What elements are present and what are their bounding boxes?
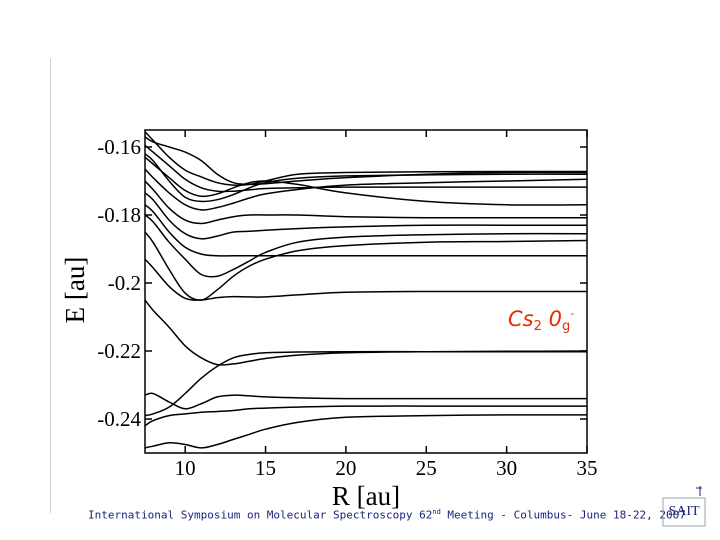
molecule-name: Cs (508, 307, 534, 331)
y-tick-label: -0.24 (97, 407, 141, 431)
potential-curve-7 (144, 231, 588, 301)
potential-curve-11 (144, 180, 587, 225)
potential-curve-1 (144, 414, 588, 449)
molecule-subscript: 2 (533, 319, 542, 334)
molecule-annotation: Cs2 0g- (508, 307, 574, 334)
symmetry-superscript: - (570, 307, 575, 320)
symmetry-label: 0 (548, 307, 562, 331)
footer-text-start: International Symposium on Molecular Spe… (88, 508, 433, 522)
potential-curve-12 (144, 168, 588, 211)
potential-curve-5 (144, 299, 588, 366)
curve-group (144, 131, 588, 449)
footer-ordinal: nd (432, 508, 441, 516)
x-tick-label: 30 (496, 456, 517, 480)
conference-footer: International Symposium on Molecular Spe… (88, 508, 686, 522)
potential-curve-9 (144, 204, 587, 257)
potential-curve-4 (144, 392, 587, 410)
y-tick-label: -0.16 (97, 135, 141, 159)
logo-text: SAIT (668, 504, 700, 519)
x-tick-label: 20 (335, 456, 356, 480)
symmetry-subscript: g (561, 319, 571, 334)
x-axis-title: R [au] (332, 481, 400, 511)
footer-text-end: Meeting - Columbus- June 18-22, 2007 (440, 508, 686, 522)
y-tick-label: -0.22 (97, 339, 141, 363)
x-axis: 10 15 20 25 30 35 (175, 130, 598, 480)
y-axis-title: E [au] (60, 257, 90, 324)
slide-divider (50, 58, 51, 513)
x-tick-label: 25 (416, 456, 437, 480)
y-axis: -0.16 -0.18 -0.2 -0.22 -0.24 (97, 135, 587, 431)
institution-logo: SAIT (662, 486, 706, 527)
potential-curve-10 (144, 192, 587, 240)
x-tick-label: 15 (255, 456, 276, 480)
potential-curve-17 (144, 153, 588, 203)
potential-curve-6 (144, 258, 587, 301)
y-tick-label: -0.2 (108, 271, 141, 295)
y-tick-label: -0.18 (97, 203, 141, 227)
potential-curve-8 (144, 214, 588, 278)
x-tick-label: 10 (175, 456, 196, 480)
x-tick-label: 35 (577, 456, 598, 480)
potential-curve-2 (144, 405, 587, 427)
